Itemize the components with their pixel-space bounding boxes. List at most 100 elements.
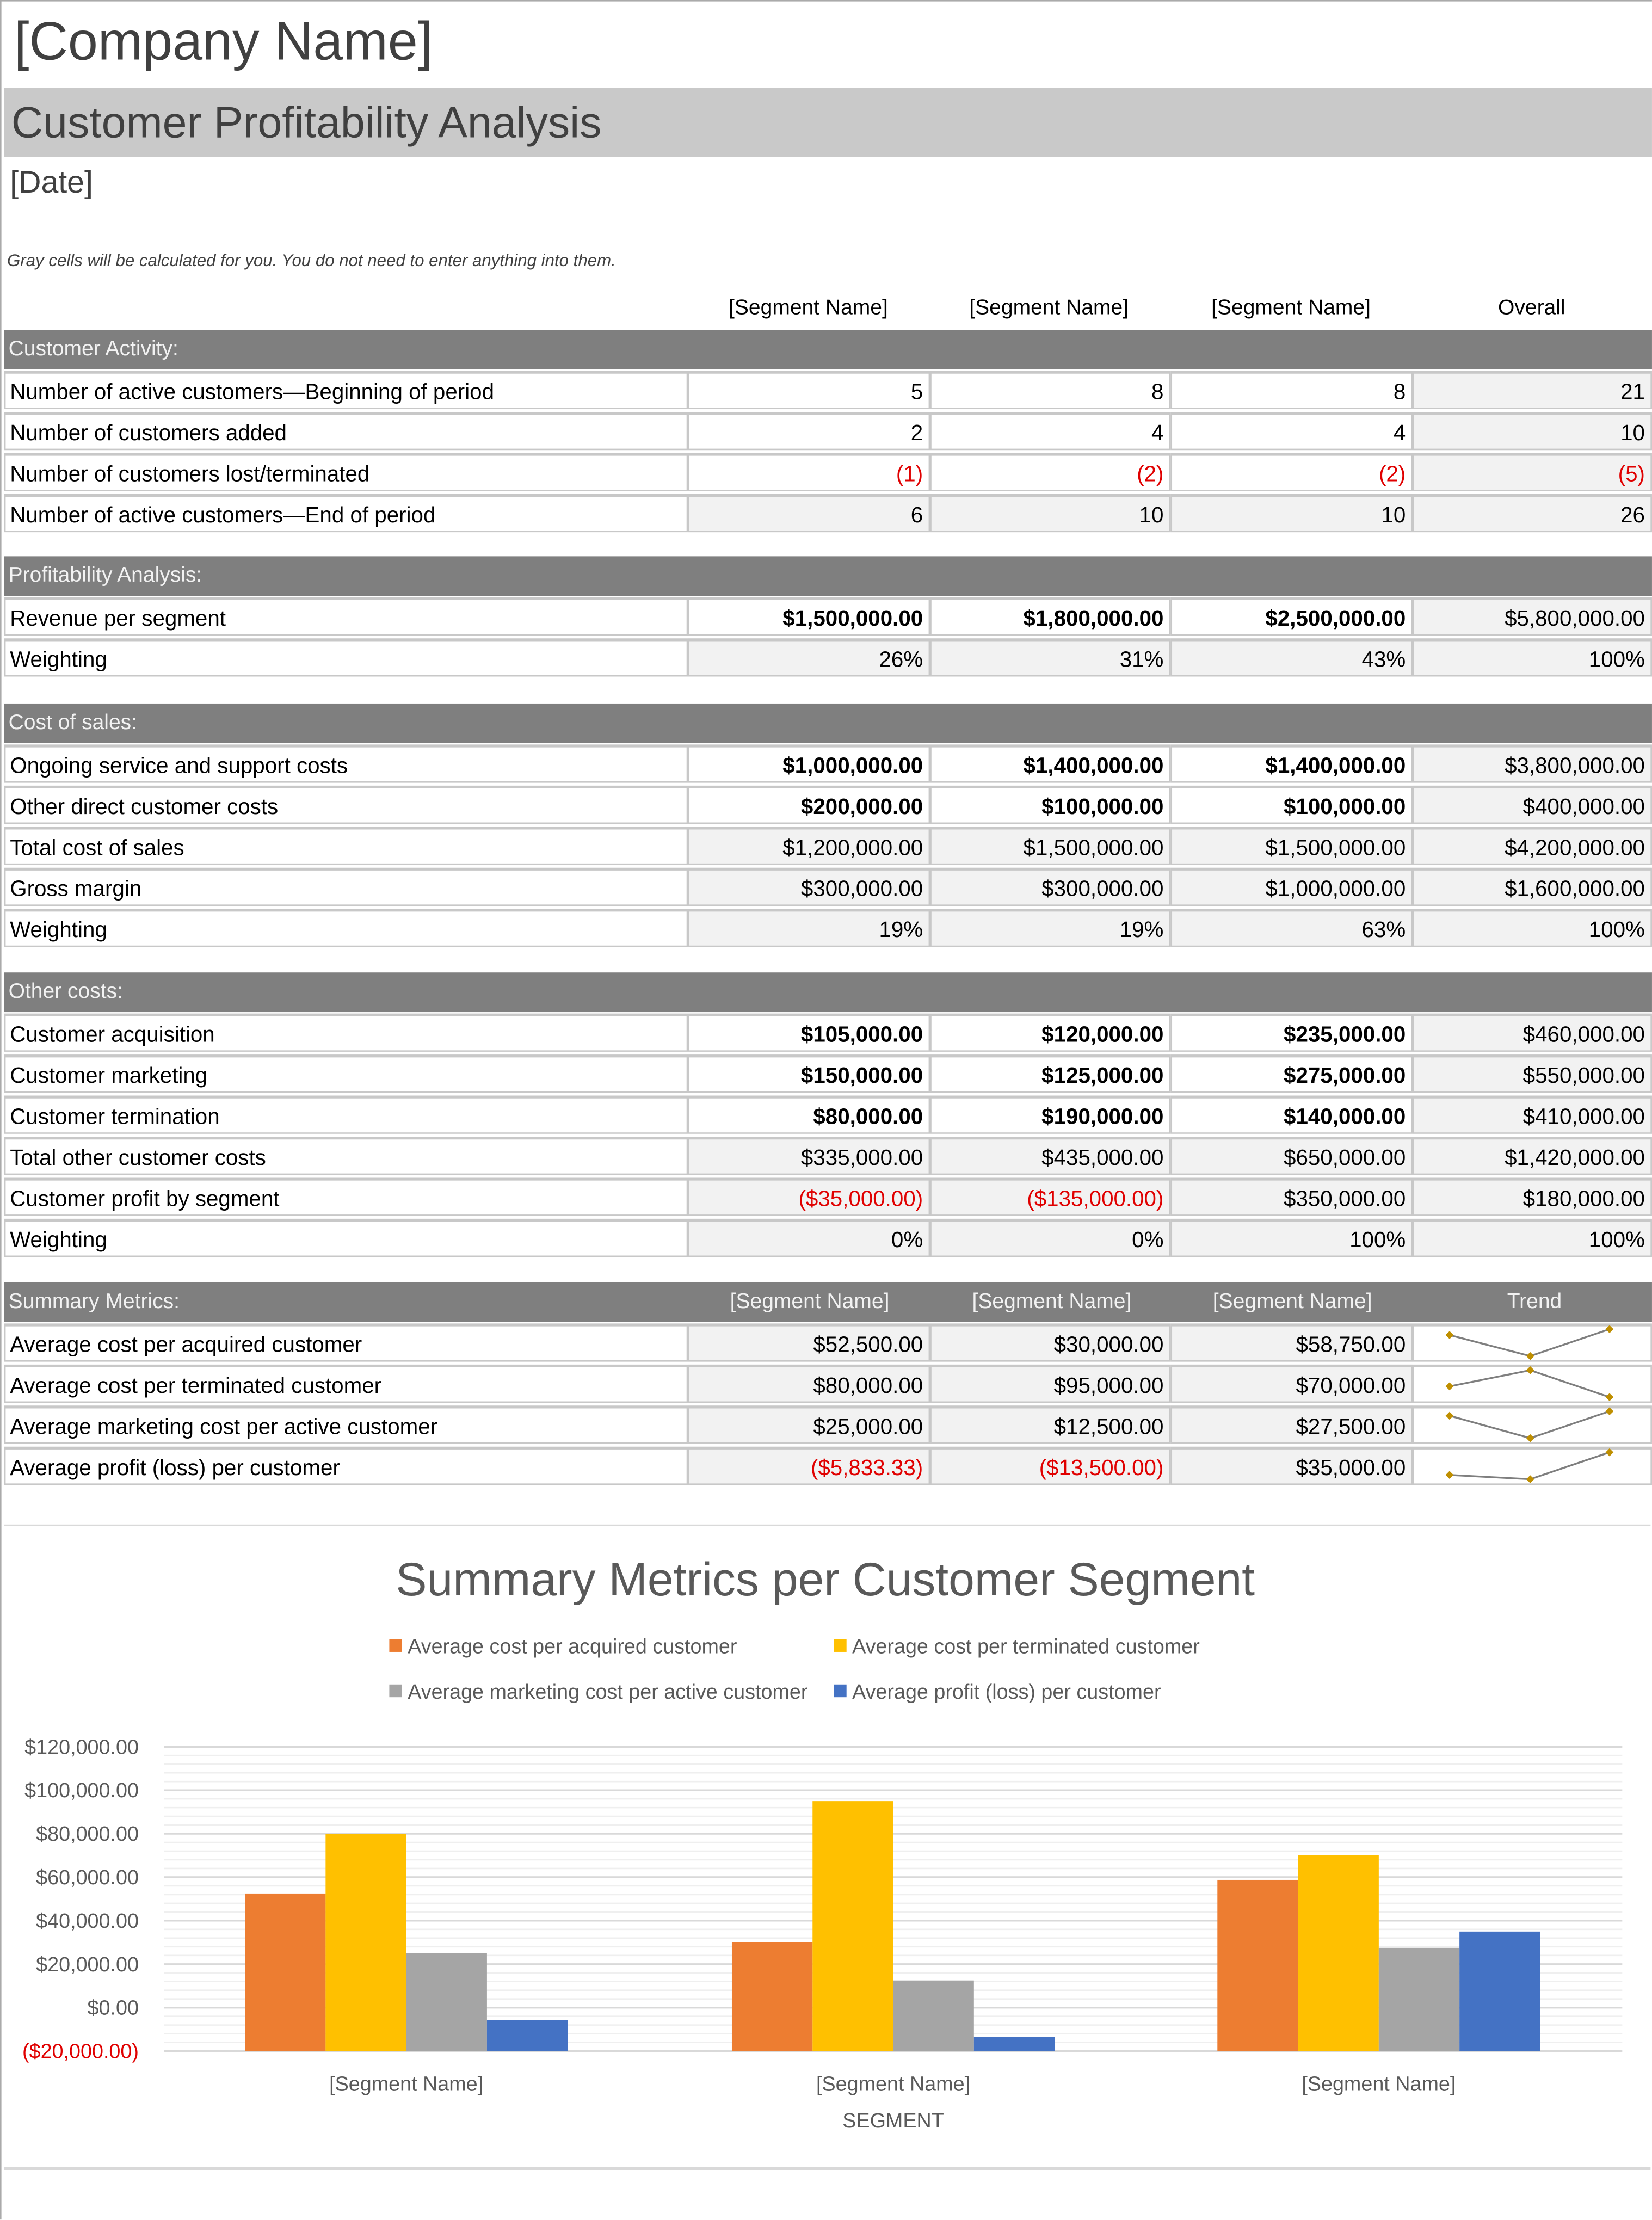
row-label: Number of customers lost/terminated [4, 453, 688, 491]
overall-cell: 100% [1413, 638, 1652, 677]
column-header-segment-1[interactable]: [Segment Name] [729, 295, 888, 320]
overall-cell: $460,000.00 [1413, 1013, 1652, 1052]
bar[interactable] [1217, 1879, 1298, 2051]
segment-cell[interactable]: $100,000.00 [930, 785, 1171, 824]
bar[interactable] [1298, 1855, 1379, 2051]
table-row: Number of active customers—Beginning of … [4, 371, 1652, 412]
column-header-overall: Overall [1497, 295, 1565, 320]
segment-cell[interactable]: (1) [688, 453, 930, 491]
segment-cell[interactable]: (2) [1170, 453, 1413, 491]
sparkline [1445, 1448, 1614, 1483]
column-header-segment-2[interactable]: [Segment Name] [969, 295, 1129, 320]
segment-cell[interactable]: $1,400,000.00 [1170, 744, 1413, 783]
segment-cell: $300,000.00 [930, 867, 1171, 906]
sparkline-marker [1526, 1475, 1534, 1483]
section-header: Cost of sales: [4, 703, 1652, 743]
sparkline-marker [1445, 1331, 1454, 1339]
summary-bar-chart[interactable]: Summary Metrics per Customer Segment Aver… [2, 1525, 1652, 2176]
overall-cell: $5,800,000.00 [1413, 597, 1652, 636]
segment-cell: 10 [930, 494, 1171, 533]
segment-cell[interactable]: $80,000.00 [688, 1095, 930, 1134]
segment-cell[interactable]: $120,000.00 [930, 1013, 1171, 1052]
sparkline-marker [1605, 1448, 1614, 1457]
row-label: Customer acquisition [4, 1013, 688, 1052]
table-row: Customer marketing $150,000.00 $125,000.00… [4, 1054, 1652, 1095]
table-row: Other direct customer costs $200,000.00 $1… [4, 785, 1652, 827]
bar[interactable] [973, 2037, 1055, 2051]
legend-label[interactable]: Average cost per acquired customer [408, 1635, 737, 1658]
y-tick-label: $120,000.00 [24, 1735, 139, 1758]
segment-cell[interactable]: $125,000.00 [930, 1054, 1171, 1093]
segment-cell[interactable]: $190,000.00 [930, 1095, 1171, 1134]
bar[interactable] [1459, 1931, 1540, 2051]
segment-cell[interactable]: $1,800,000.00 [930, 597, 1171, 636]
legend-label[interactable]: Average cost per terminated customer [852, 1635, 1200, 1658]
overall-cell: $4,200,000.00 [1413, 827, 1652, 865]
y-tick-label: $60,000.00 [36, 1866, 139, 1889]
segment-cell[interactable]: 8 [1170, 371, 1413, 409]
table-row: Average cost per terminated customer $80,… [4, 1364, 1652, 1405]
legend-label[interactable]: Average profit (loss) per customer [852, 1680, 1161, 1703]
segment-cell: $35,000.00 [1170, 1446, 1413, 1485]
segment-cell[interactable]: $1,000,000.00 [688, 744, 930, 783]
column-header-segment-3[interactable]: [Segment Name] [1211, 295, 1371, 320]
x-tick-label: [Segment Name] [816, 2072, 970, 2095]
segment-cell[interactable]: $200,000.00 [688, 785, 930, 824]
table-row: Total cost of sales $1,200,000.00 $1,500,0… [4, 827, 1652, 867]
company-name[interactable]: [Company Name] [14, 13, 433, 72]
overall-cell: $410,000.00 [1413, 1095, 1652, 1134]
table-row: Revenue per segment $1,500,000.00 $1,800,0… [4, 597, 1652, 638]
section-title: Customer Activity: [8, 337, 178, 361]
segment-cell[interactable]: 4 [930, 412, 1171, 451]
legend-label[interactable]: Average marketing cost per active custom… [408, 1680, 807, 1703]
table-row: Customer termination $80,000.00 $190,000.0… [4, 1095, 1652, 1137]
legend-swatch [834, 1684, 847, 1698]
segment-cell[interactable]: 2 [688, 412, 930, 451]
summary-column-header: [Segment Name] [730, 1289, 890, 1314]
sparkline-marker [1445, 1382, 1454, 1391]
segment-cell[interactable]: $1,400,000.00 [930, 744, 1171, 783]
row-label: Number of active customers—End of period [4, 494, 688, 533]
segment-cell[interactable]: (2) [930, 453, 1171, 491]
segment-cell: ($5,833.33) [688, 1446, 930, 1485]
y-tick-label: $20,000.00 [36, 1953, 139, 1976]
segment-cell[interactable]: $1,500,000.00 [688, 597, 930, 636]
bar[interactable] [1378, 1947, 1460, 2051]
bar[interactable] [731, 1942, 813, 2051]
segment-cell: $95,000.00 [930, 1364, 1171, 1403]
bar[interactable] [893, 1980, 974, 2051]
overall-cell: 100% [1413, 1218, 1652, 1257]
segment-cell[interactable]: $275,000.00 [1170, 1054, 1413, 1093]
bar[interactable] [812, 1801, 893, 2051]
segment-cell[interactable]: $150,000.00 [688, 1054, 930, 1093]
sparkline-path [1449, 1328, 1610, 1358]
segment-cell[interactable]: $105,000.00 [688, 1013, 930, 1052]
segment-cell[interactable]: $235,000.00 [1170, 1013, 1413, 1052]
row-label: Total cost of sales [4, 827, 688, 865]
bar[interactable] [325, 1834, 406, 2051]
table-row: Weighting 19% 19% 63% 100% [4, 909, 1652, 949]
sparkline-path [1449, 1451, 1610, 1481]
bar[interactable] [406, 1953, 487, 2051]
row-label: Weighting [4, 638, 688, 677]
segment-cell: 19% [688, 909, 930, 947]
overall-cell: $3,800,000.00 [1413, 744, 1652, 783]
segment-cell[interactable]: $100,000.00 [1170, 785, 1413, 824]
table-row: Weighting 0% 0% 100% 100% [4, 1218, 1652, 1260]
segment-cell[interactable]: $2,500,000.00 [1170, 597, 1413, 636]
overall-cell: 100% [1413, 909, 1652, 947]
sparkline [1445, 1325, 1614, 1360]
segment-cell[interactable]: 8 [930, 371, 1171, 409]
table-row: Ongoing service and support costs $1,000,… [4, 744, 1652, 785]
segment-cell: 10 [1170, 494, 1413, 533]
segment-cell[interactable]: 5 [688, 371, 930, 409]
bar[interactable] [486, 2020, 568, 2051]
date-field[interactable]: [Date] [10, 164, 93, 200]
table-row: Number of active customers—End of period… [4, 494, 1652, 535]
segment-cell[interactable]: $140,000.00 [1170, 1095, 1413, 1134]
y-tick-label: $40,000.00 [36, 1909, 139, 1932]
segment-cell: 0% [688, 1218, 930, 1257]
segment-cell[interactable]: 4 [1170, 412, 1413, 451]
bar[interactable] [245, 1893, 326, 2051]
